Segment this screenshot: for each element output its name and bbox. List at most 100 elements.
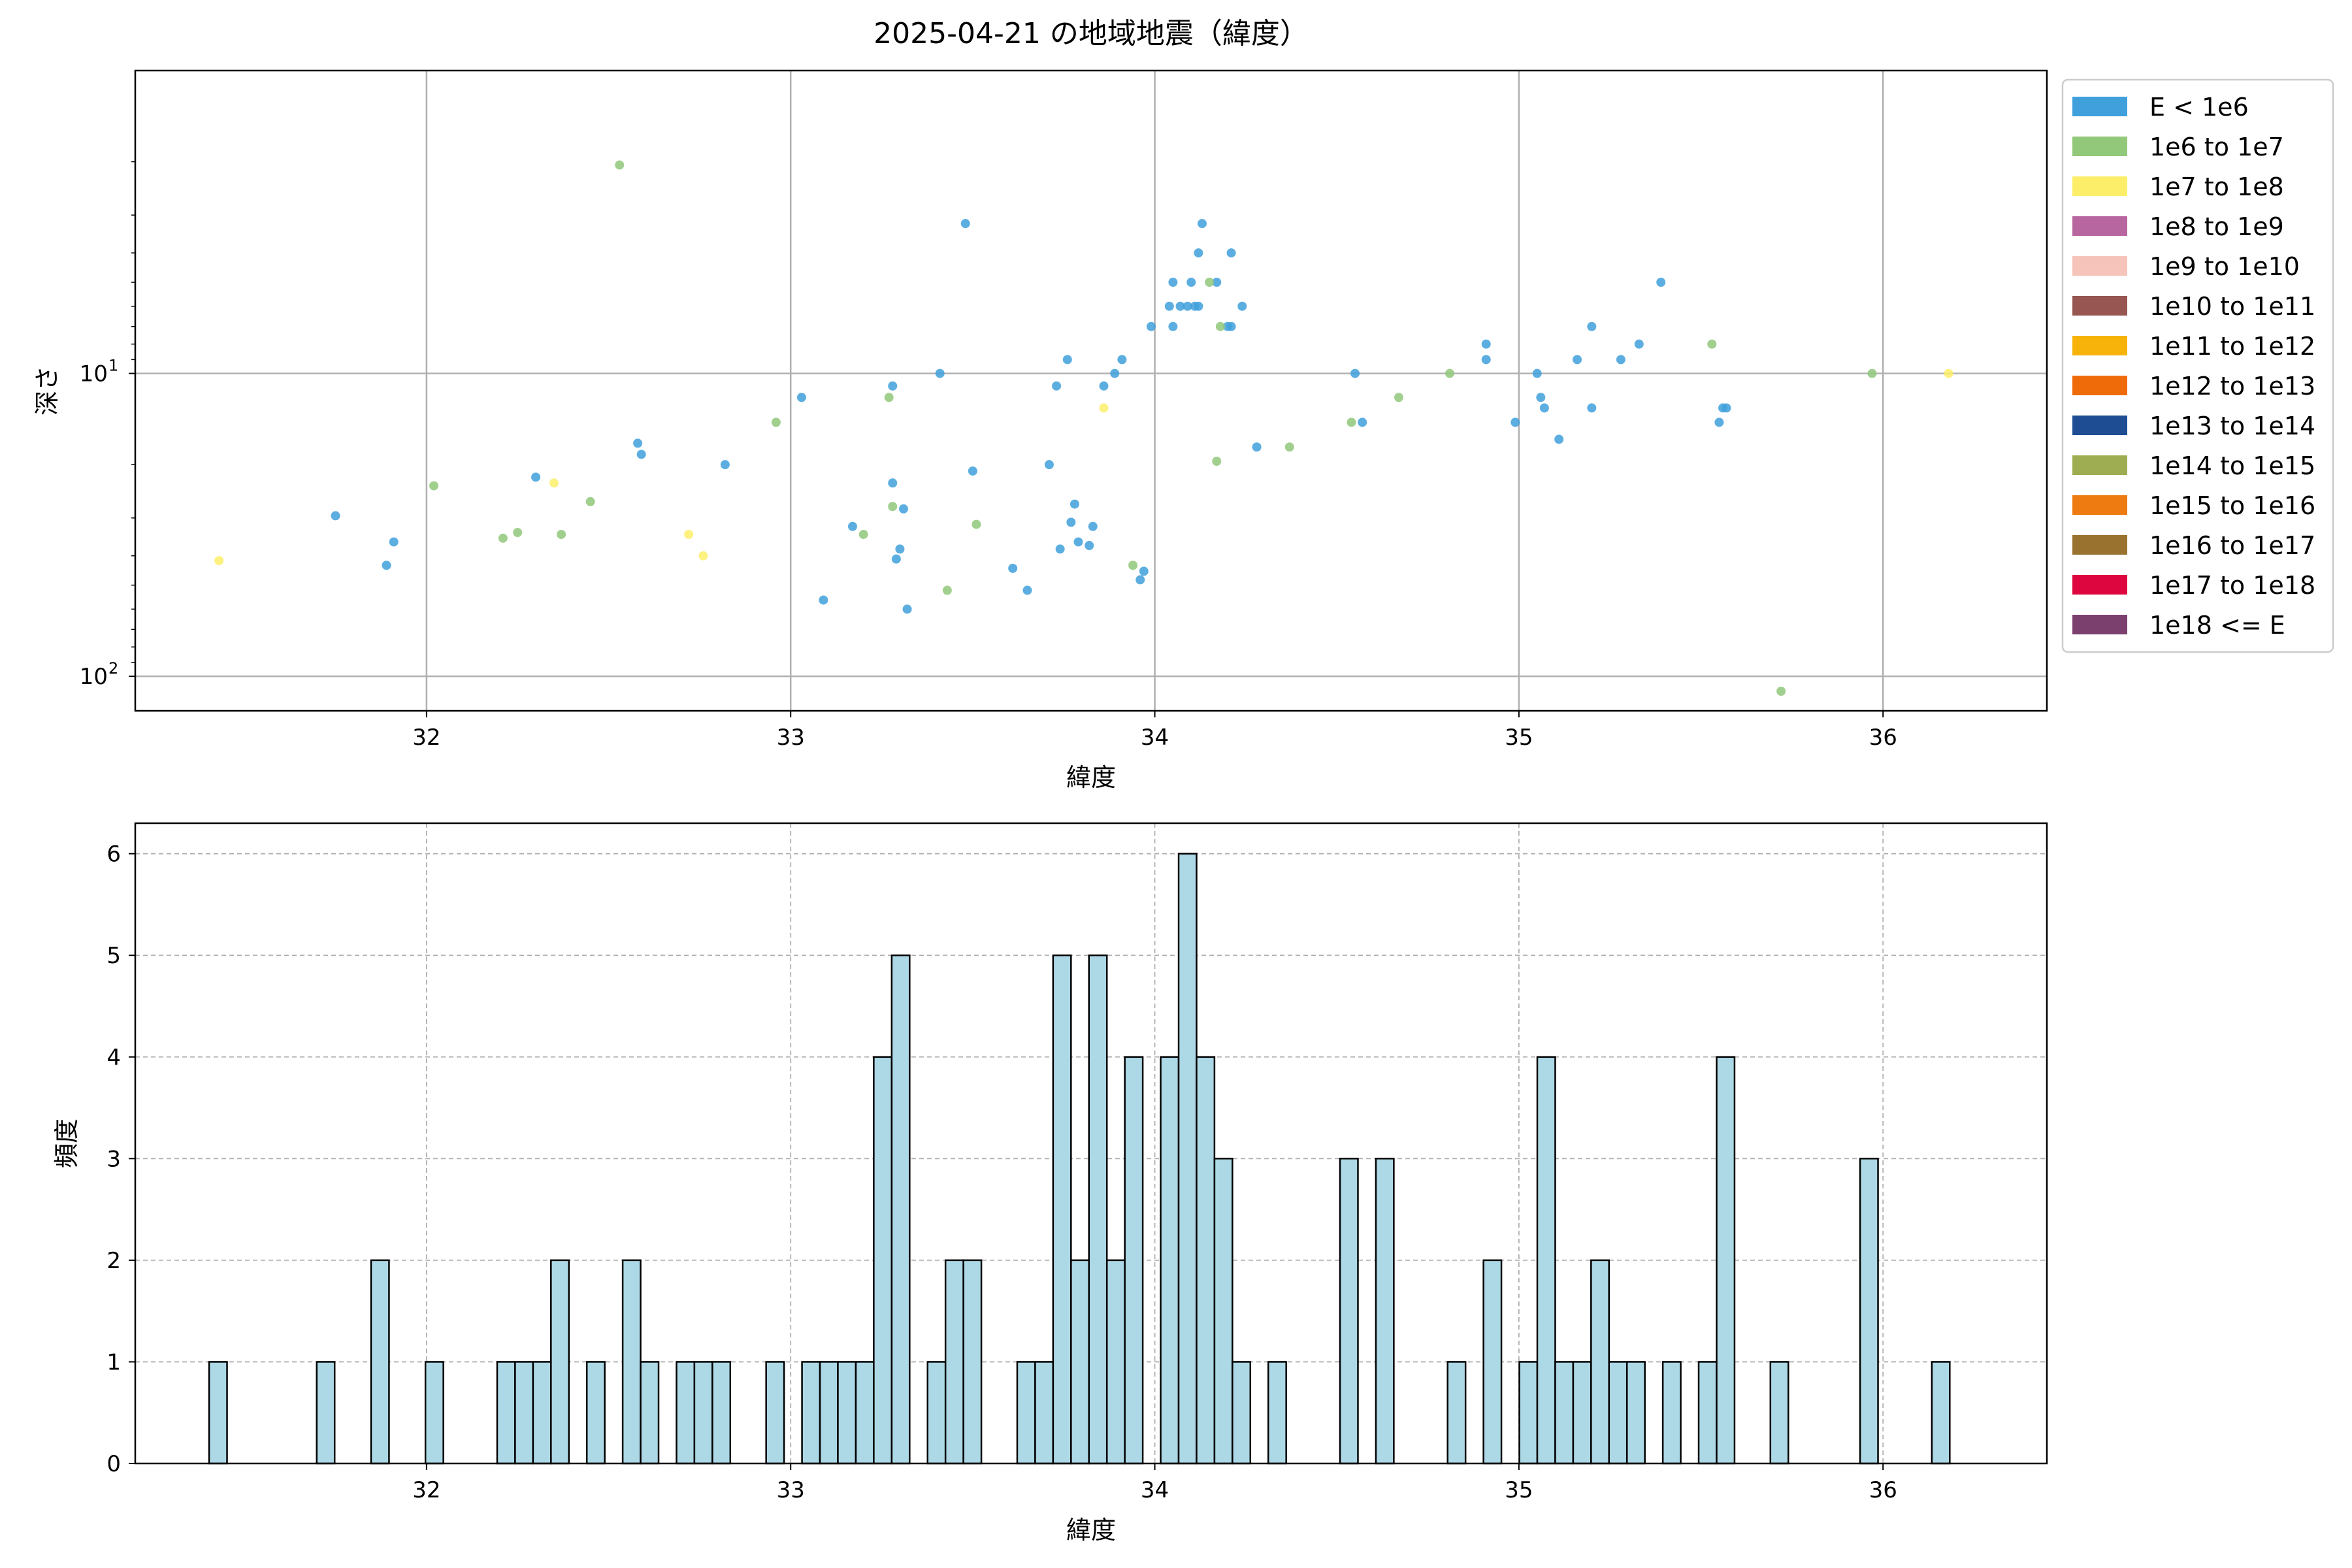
histogram-bar [1052,954,1072,1465]
histogram-bar [1213,1158,1233,1465]
scatter-point [1656,278,1666,287]
scatter-point [1532,368,1542,378]
histogram-y-tick-label: 1 [106,1349,121,1375]
scatter-point [1707,339,1717,349]
histogram-bar [1482,1259,1503,1465]
scatter-point [796,393,806,402]
scatter-point [1714,417,1724,427]
scatter-point [498,533,508,543]
histogram-bar [1446,1361,1467,1465]
scatter-point [902,604,912,614]
scatter-point [1085,541,1094,551]
legend-label: 1e18 <= E [2149,611,2285,640]
scatter-point [1511,417,1520,427]
scatter-point [1128,561,1138,570]
scatter-point [1252,442,1262,452]
histogram-bar [1572,1361,1592,1465]
histogram-bar [496,1361,516,1465]
legend-swatch [2072,137,2127,156]
scatter-point [891,554,901,564]
scatter-point [1175,301,1185,311]
scatter-point [1944,368,1953,378]
scatter-point [585,497,595,506]
scatter-point [1110,368,1120,378]
scatter-point [771,417,781,427]
scatter-point [1215,321,1225,331]
scatter-point [1358,417,1367,427]
histogram-x-axis-label: 緯度 [1066,1516,1116,1544]
histogram-bar [1016,1361,1036,1465]
scatter-point [1044,460,1054,470]
scatter-point [1055,544,1065,554]
scatter-x-tick-label: 35 [1505,725,1533,751]
histogram-x-tick-label: 33 [777,1477,805,1503]
legend-label: 1e6 to 1e7 [2149,133,2284,161]
scatter-point [1587,321,1597,331]
scatter-point [1008,563,1018,573]
scatter-point [1066,517,1076,527]
histogram-x-ticks: 32 33 34 35 36 [412,1463,1897,1503]
scatter-point [615,160,625,170]
scatter-point [1284,442,1294,452]
scatter-point [389,537,399,547]
legend: E < 1e6 1e6 to 1e7 1e7 to 1e8 1e8 to 1e9 1e9… [2061,78,2334,653]
histogram-bars [208,853,1951,1465]
scatter-point [636,449,646,459]
legend-label: 1e14 to 1e15 [2149,451,2315,480]
histogram-bar [962,1259,983,1465]
legend-label: E < 1e6 [2149,93,2249,122]
scatter-x-tick-label: 36 [1869,725,1897,751]
legend-label: 1e15 to 1e16 [2149,491,2315,520]
scatter-point [1088,521,1098,531]
legend-label: 1e8 to 1e9 [2149,212,2284,241]
legend-swatch [2072,495,2127,515]
legend-swatch [2072,615,2127,634]
scatter-point [549,478,559,488]
legend-swatch [2072,97,2127,116]
histogram-bar [640,1361,660,1465]
histogram-bar [855,1361,875,1465]
histogram-bar [693,1361,713,1465]
scatter-point [1183,301,1192,311]
scatter-point [1445,368,1454,378]
histogram-bar [1034,1361,1054,1465]
histogram-bar [1590,1259,1610,1465]
histogram-plot-frame [134,822,2048,1465]
histogram-x-tick-label: 36 [1869,1477,1897,1503]
scatter-point [888,478,898,488]
histogram-x-tick-label: 35 [1505,1477,1533,1503]
histogram-bar [1070,1259,1090,1465]
scatter-point [1226,248,1236,258]
scatter-point [895,544,905,554]
scatter-point [531,472,541,482]
scatter-point [1062,355,1072,365]
histogram-bar [1661,1361,1682,1465]
legend-label: 1e12 to 1e13 [2149,372,2315,400]
scatter-point [429,481,439,491]
legend-swatch [2072,176,2127,196]
legend-swatch [2072,256,2127,276]
scatter-point [1554,434,1564,444]
scatter-x-axis-label: 緯度 [1066,763,1116,792]
histogram-bar [1697,1361,1718,1465]
histogram-bar [621,1259,642,1465]
legend-swatch [2072,216,2127,236]
histogram-bar [1931,1361,1951,1465]
chart-title: 2025-04-21 の地域地震（緯度） [874,17,1309,50]
histogram-y-tick-label: 4 [106,1045,121,1071]
scatter-point [1146,321,1156,331]
histogram-bar [1160,1056,1180,1465]
histogram-bar [1375,1158,1395,1465]
histogram-bar [819,1361,839,1465]
scatter-point [1237,301,1247,311]
histogram-x-tick-label: 34 [1141,1477,1169,1503]
histogram-bar [370,1259,390,1465]
scatter-point [935,368,945,378]
histogram-bar [208,1361,228,1465]
histogram-bar [1608,1361,1628,1465]
scatter-point [1722,403,1731,413]
histogram-bar [514,1361,534,1465]
